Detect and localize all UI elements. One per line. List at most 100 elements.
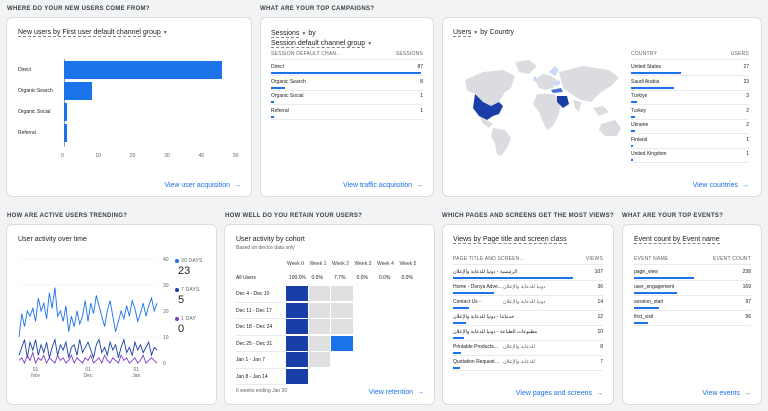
view-events-link[interactable]: View events → — [702, 390, 751, 397]
country-row-label[interactable]: Türkiye — [631, 93, 648, 99]
map-australia — [599, 120, 621, 136]
country-row-label[interactable]: Saudi Arabia — [631, 78, 660, 85]
events-card-title[interactable]: Event count by Event name — [634, 236, 720, 244]
events-row-label[interactable]: session_start — [634, 299, 664, 305]
all-users-value: 0.0% — [311, 275, 323, 281]
country-row-value: 3 — [746, 93, 749, 99]
cohort-cell[interactable] — [308, 352, 330, 367]
x-tick-label: 20 — [129, 153, 136, 159]
view-countries-link[interactable]: View countries → — [692, 182, 749, 189]
pages-row-label-suffix: للدعاية والإعلان — [503, 359, 536, 365]
pages-row-label[interactable]: خدماتنا - دونيا للدعاية والإعلان — [453, 314, 515, 320]
x-tick-label: 50 — [233, 153, 239, 159]
series-line — [18, 351, 158, 365]
acquisition-card-title[interactable]: New users by First user default channel … — [18, 29, 168, 37]
cohort-cell[interactable] — [286, 368, 308, 384]
pages-row-bar — [453, 292, 494, 294]
chevron-down-icon: ▼ — [301, 31, 307, 37]
cohort-cell[interactable] — [308, 335, 330, 351]
view-retention-link[interactable]: View retention → — [368, 389, 424, 396]
world-map — [465, 60, 621, 156]
cohort-cell[interactable] — [308, 302, 330, 318]
divider — [631, 147, 749, 149]
cohort-cell[interactable] — [331, 319, 353, 334]
view-pages-and-screens-link[interactable]: View pages and screens → — [515, 390, 603, 397]
week-header: Week 5 — [399, 261, 417, 267]
country-row-bar — [631, 115, 635, 118]
country-card-title[interactable]: Users ▼ by Country — [453, 29, 515, 37]
campaigns-row-bar — [271, 72, 421, 74]
pages-row-label[interactable]: Home - Donya Adve... — [453, 284, 502, 290]
chevron-down-icon: ▼ — [473, 30, 479, 36]
retention-subtitle: Based on device data only — [236, 245, 295, 251]
country-row-value: 1 — [746, 151, 749, 157]
pages-row-label[interactable]: Printable Products... — [453, 344, 499, 350]
all-users-value: 0.0% — [356, 275, 368, 281]
all-users-label: All Users — [236, 275, 257, 281]
bar-label: Organic Social — [18, 109, 51, 115]
pages-row-label[interactable]: الرئيسية - دونيا للدعاية والإعلان — [453, 269, 518, 275]
pages-row-label[interactable]: Contact Us - — [453, 299, 481, 305]
country-row-label[interactable]: Finland — [631, 136, 648, 143]
events-row-label[interactable]: page_view — [634, 269, 658, 275]
cohort-cell[interactable] — [331, 335, 353, 351]
divider — [634, 310, 751, 311]
cohort-label: Dec 11 - Dec 17 — [236, 307, 272, 314]
cohort-cell[interactable] — [308, 286, 330, 301]
divider — [631, 89, 749, 91]
campaigns-row-label[interactable]: Direct — [271, 64, 285, 70]
campaigns-row-label[interactable]: Organic Search — [271, 78, 306, 85]
campaigns-row-label[interactable]: Organic Social — [271, 93, 304, 99]
view-user-acquisition-link[interactable]: View user acquisition → — [164, 182, 241, 189]
pages-section-title: WHICH PAGES AND SCREENS GET THE MOST VIE… — [442, 213, 614, 219]
pages-row-value: 36 — [597, 284, 603, 290]
pages-row-label[interactable]: Quotation Request... — [453, 359, 499, 365]
events-column-header-value: EVENT COUNT — [713, 256, 751, 262]
pages-row-value: 10 — [597, 329, 603, 335]
events-row-label[interactable]: first_visit — [634, 314, 654, 320]
campaigns-row-label[interactable]: Referral — [271, 107, 289, 114]
map-mexico — [479, 116, 493, 128]
cohort-cell[interactable] — [286, 302, 308, 318]
cohort-cell[interactable] — [286, 335, 308, 351]
cohort-cell[interactable] — [286, 286, 308, 301]
x-tick-sublabel: Jan — [132, 373, 140, 379]
country-row-label[interactable]: United Kingdom — [631, 151, 667, 157]
divider — [236, 384, 286, 385]
divider — [236, 318, 286, 319]
campaigns-row-bar — [271, 86, 285, 89]
x-tick-label: 01 — [85, 367, 91, 373]
map-saudi-arabia — [557, 96, 569, 108]
retention-footer: 6 weeks ending Jan 20 — [236, 388, 288, 394]
campaigns-card-title[interactable]: Sessions ▼ by Session default channel gro… — [271, 30, 373, 48]
events-row-value: 97 — [745, 299, 751, 305]
country-row-label[interactable]: Turkey — [631, 107, 647, 114]
country-row-label[interactable]: United States — [631, 64, 662, 70]
country-column-header-value: USERS — [730, 51, 749, 57]
cohort-cell[interactable] — [308, 319, 330, 334]
divider — [271, 59, 423, 60]
pages-row-label[interactable]: مطبوعات الطباعة - دونيا للدعاية والإعلان — [453, 329, 538, 335]
divider — [453, 340, 603, 341]
cohort-cell[interactable] — [286, 319, 308, 334]
cohort-cell[interactable] — [331, 302, 353, 318]
campaigns-row-value: 1 — [420, 93, 423, 99]
cohort-label: Jan 8 - Jan 14 — [236, 373, 268, 380]
cohort-label: Dec 18 - Dec 24 — [236, 324, 273, 330]
campaigns-row-value: 1 — [420, 107, 423, 114]
bar-label: Direct — [18, 67, 32, 73]
divider — [453, 264, 603, 265]
country-row-bar — [631, 159, 633, 161]
week-header: Week 3 — [354, 261, 372, 267]
country-row-label[interactable]: Ukraine — [631, 122, 649, 128]
cohort-cell[interactable] — [286, 352, 308, 367]
map-asia — [559, 66, 619, 102]
events-row-label[interactable]: user_engagement — [634, 284, 675, 290]
view-traffic-acquisition-link[interactable]: View traffic acquisition → — [343, 182, 423, 189]
pages-card-title[interactable]: Views by Page title and screen class — [453, 236, 567, 244]
divider — [634, 295, 751, 296]
x-tick-label: 01 — [134, 367, 140, 373]
x-tick-sublabel: Nov — [31, 373, 40, 379]
events-column-header-label: EVENT NAME — [634, 256, 669, 262]
cohort-cell[interactable] — [331, 286, 353, 301]
